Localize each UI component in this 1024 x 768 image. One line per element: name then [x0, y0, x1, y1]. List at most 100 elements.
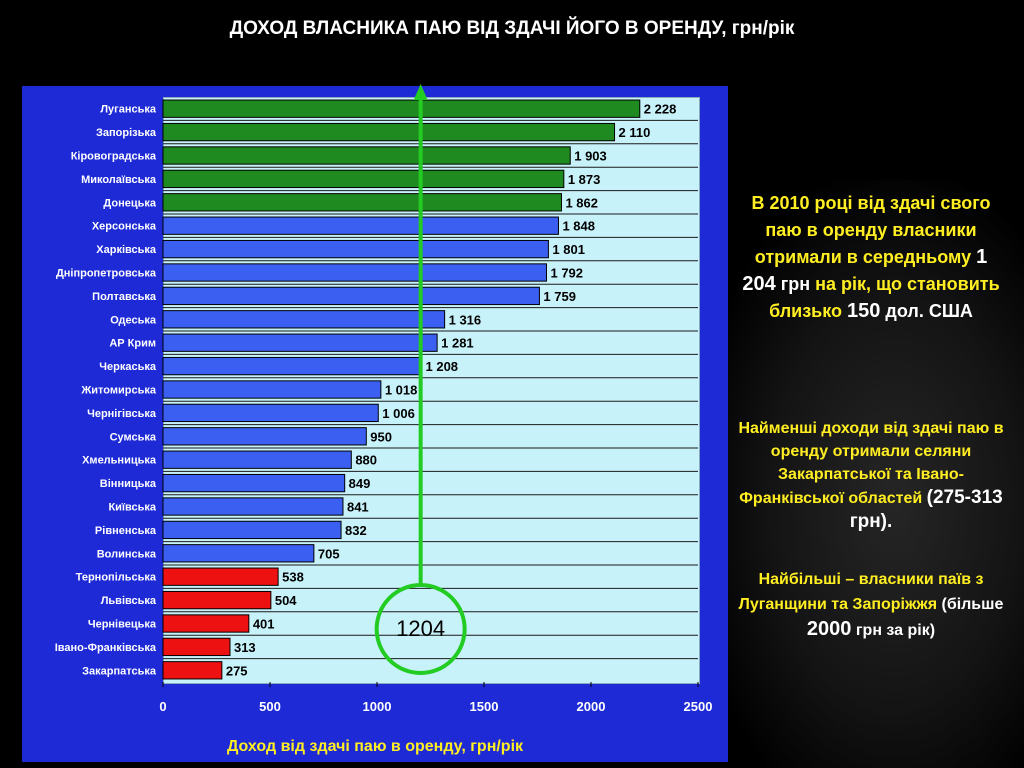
category-label: Житомирська — [80, 385, 157, 397]
category-label: Луганська — [100, 104, 157, 116]
category-label: Рівненська — [95, 525, 157, 537]
value-label: 2 110 — [619, 125, 651, 140]
value-label: 1 862 — [565, 195, 598, 210]
value-label: 1 873 — [568, 172, 601, 187]
category-label: Волинська — [97, 548, 157, 560]
bar — [162, 473, 346, 493]
bar — [162, 614, 250, 633]
x-tick-label: 0 — [159, 699, 166, 714]
category-label: Львівська — [101, 595, 157, 607]
value-label: 504 — [275, 593, 297, 608]
value-label: 1 018 — [385, 383, 418, 398]
value-label: 832 — [345, 523, 367, 538]
average-label: 1204 — [396, 616, 445, 641]
category-label: Донецька — [103, 197, 156, 209]
average-income-note: В 2010 році від здачі свого паю в оренду… — [736, 190, 1006, 325]
category-label: Запорізька — [96, 127, 157, 139]
category-label: Закарпатська — [82, 665, 157, 677]
bar — [162, 544, 315, 563]
bar — [162, 637, 231, 657]
value-label: 2 228 — [644, 102, 677, 117]
category-label: Харківська — [96, 244, 157, 256]
bar — [162, 450, 352, 469]
lowest-regions-word: областей — [848, 490, 923, 507]
value-label: 1 848 — [562, 219, 595, 234]
value-label: 705 — [318, 546, 340, 561]
category-label: АР Крим — [109, 338, 156, 350]
value-label: 1 801 — [552, 242, 585, 257]
note-text: В 2010 році від здачі свого паю в оренду… — [751, 193, 991, 267]
bar — [162, 590, 272, 610]
highest-open: (більше — [941, 596, 1004, 613]
usd-value: 150 — [847, 300, 881, 322]
value-label: 1 281 — [441, 336, 474, 351]
value-label: 950 — [370, 429, 392, 444]
value-label: 1 792 — [550, 266, 583, 281]
category-label: Хмельницька — [82, 455, 157, 467]
bar — [162, 146, 571, 165]
value-label: 401 — [253, 617, 275, 632]
category-label: Вінницька — [100, 478, 157, 490]
highest-text: Найбільші – власники паїв з Луганщини та… — [738, 571, 984, 613]
bar — [162, 310, 446, 329]
value-label: 1 006 — [382, 406, 415, 421]
bar — [162, 169, 565, 189]
category-label: Київська — [108, 502, 156, 514]
average-arrow-head — [413, 84, 428, 100]
bar — [162, 520, 342, 540]
bar — [162, 567, 279, 586]
x-tick-label: 2000 — [577, 699, 606, 714]
page-title: ДОХОД ВЛАСНИКА ПАЮ ВІД ЗДАЧІ ЙОГО В ОРЕН… — [229, 18, 795, 39]
category-label: Одеська — [110, 314, 157, 326]
value-label: 538 — [282, 570, 304, 585]
average-circle — [374, 583, 467, 675]
category-label: Чернігівська — [87, 408, 157, 420]
category-label: Сумська — [110, 431, 157, 443]
value-label: 1 208 — [426, 359, 459, 374]
bar — [162, 239, 549, 259]
highest-value: 2000 — [806, 618, 852, 640]
category-label: Полтавська — [92, 291, 157, 303]
category-label: Тернопільська — [76, 572, 157, 584]
category-label: Херсонська — [92, 221, 157, 233]
bar — [162, 661, 223, 680]
x-tick-label: 500 — [259, 699, 281, 714]
bar — [162, 333, 438, 352]
ukraine-map-background — [700, 180, 1024, 768]
value-label: 841 — [347, 500, 369, 515]
category-label: Миколаївська — [81, 174, 157, 186]
bar — [162, 380, 382, 399]
lowest-income-note: Найменші доходи від здачі паю в оренду о… — [730, 417, 1012, 534]
bar — [162, 193, 562, 212]
value-label: 275 — [226, 663, 248, 678]
bar — [162, 356, 423, 376]
bar — [162, 122, 616, 142]
usd-unit: дол. США — [885, 301, 973, 321]
value-label: 1 759 — [543, 289, 576, 304]
average-value: 1 204 — [742, 246, 988, 295]
x-tick-label: 1000 — [363, 699, 392, 714]
category-label: Черкаська — [99, 361, 157, 373]
bar — [162, 263, 547, 282]
value-label: 880 — [355, 453, 377, 468]
lowest-range: (275-313 грн). — [849, 487, 1003, 532]
value-label: 1 316 — [449, 312, 482, 327]
average-unit: грн — [780, 274, 811, 294]
value-label: 849 — [349, 476, 371, 491]
lowest-text: Найменші доходи від здачі паю в оренду о… — [738, 420, 1004, 507]
value-label: 313 — [234, 640, 256, 655]
note-text-continued: на рік, що становить близько — [769, 274, 1000, 321]
category-label: Кіровоградська — [71, 151, 157, 163]
bar — [162, 286, 540, 306]
value-label: 1 903 — [574, 149, 607, 164]
highest-income-note: Найбільші – власники паїв з Луганщини та… — [730, 567, 1012, 643]
highest-close: грн за рік) — [855, 622, 936, 639]
category-label: Дніпропетровська — [56, 268, 157, 280]
bar — [162, 497, 344, 516]
bar — [162, 403, 379, 423]
bar — [162, 427, 367, 446]
x-axis-title: Доход від здачі паю в оренду, грн/рік — [226, 738, 524, 755]
bar — [162, 216, 559, 235]
x-tick-label: 1500 — [470, 699, 499, 714]
